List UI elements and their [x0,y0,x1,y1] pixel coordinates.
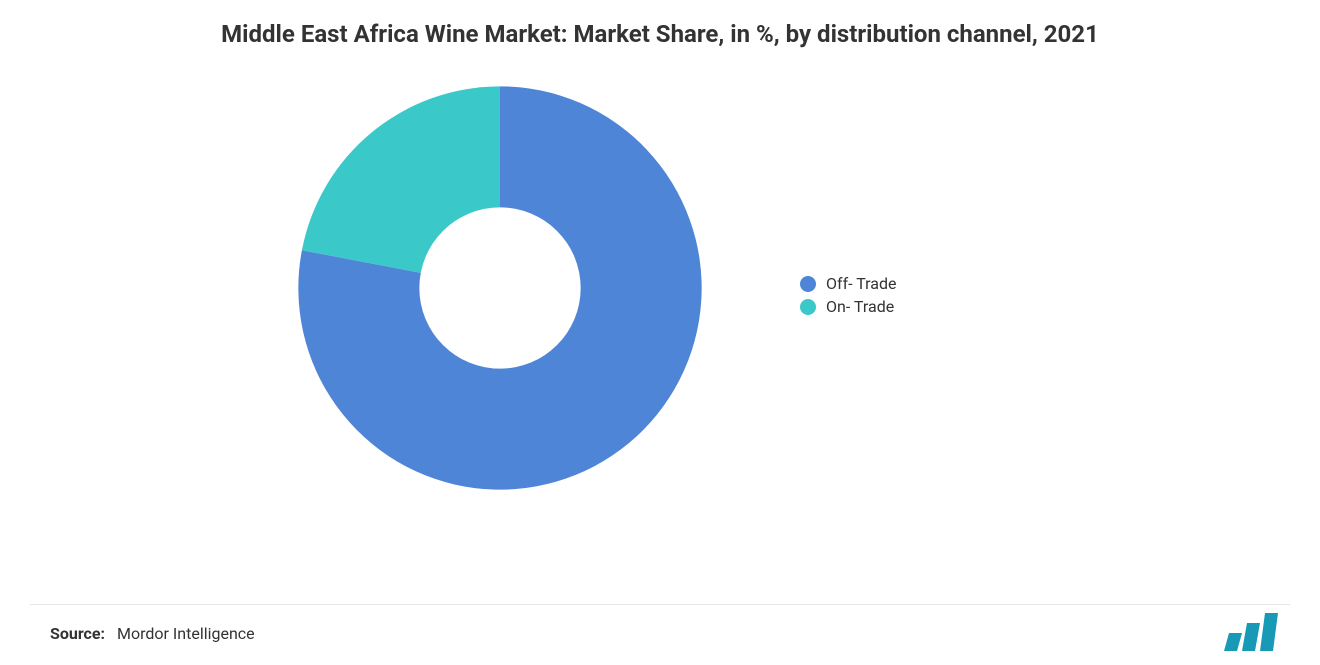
source-label: Source: [50,624,105,643]
donut-svg [280,68,720,508]
chart-title: Middle East Africa Wine Market: Market S… [110,18,1210,50]
donut-hole [419,208,580,369]
legend: Off- Trade On- Trade [800,270,897,320]
chart-container: Middle East Africa Wine Market: Market S… [0,0,1320,665]
legend-item-0: Off- Trade [800,274,897,293]
source-value: Mordor Intelligence [117,624,255,643]
brand-bar-0 [1224,633,1242,651]
donut-chart [280,68,720,508]
source-footer: Source: Mordor Intelligence [50,624,255,643]
legend-swatch-icon [800,299,816,315]
brand-logo-icon [1222,611,1278,651]
legend-item-1: On- Trade [800,297,897,316]
chart-area: Off- Trade On- Trade [50,60,1270,540]
legend-label: On- Trade [826,297,894,316]
legend-swatch-icon [800,276,816,292]
footer-divider [30,604,1290,605]
brand-bar-1 [1242,623,1260,651]
brand-bar-2 [1260,613,1278,651]
legend-label: Off- Trade [826,274,897,293]
